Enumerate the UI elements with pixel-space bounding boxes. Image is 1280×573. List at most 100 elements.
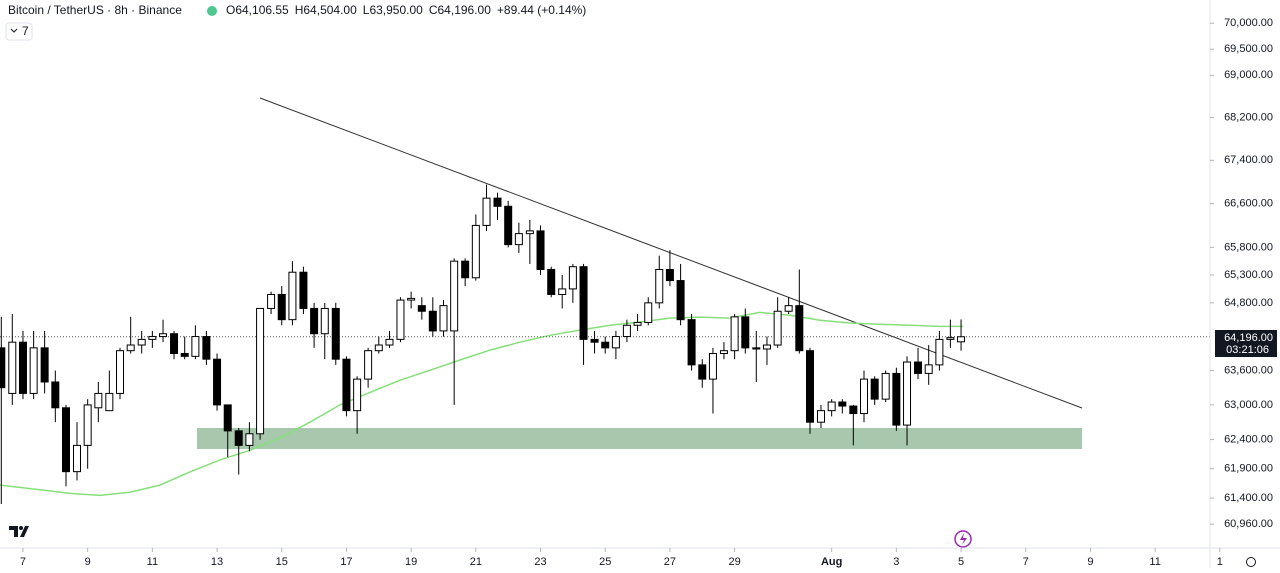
candle-body [590,338,599,343]
y-tick-label: 70,000.00 [1224,17,1273,29]
y-tick-label: 69,000.00 [1224,69,1273,81]
candle-body [353,378,362,412]
candle-body [730,316,739,352]
candle-body [72,444,81,473]
candle-body [644,302,653,323]
symbol-title: Bitcoin / TetherUS · 8h · Binance [8,3,182,17]
candle-body [159,333,168,338]
candle-body [61,407,70,473]
candle-body [892,372,901,426]
candle-body [601,341,610,349]
candle-body [51,381,60,409]
x-tick-label: 29 [728,556,740,568]
candle-body [536,230,545,270]
ohlc-value: +89.44 (+0.14%) [497,3,586,17]
support-zone [197,428,1082,449]
x-tick-label: 3 [893,556,899,568]
candle-body [504,205,513,246]
candle-body [202,336,211,360]
candle-body [288,271,297,321]
candle-body [957,336,966,343]
x-tick-label: 11 [1149,556,1160,568]
x-tick-label: 11 [147,556,158,568]
ohlc-value: O64,106.55 [226,3,289,17]
candle-body [256,307,265,435]
candle-body [439,305,448,332]
candle-body [579,266,588,340]
candle-body [935,338,944,366]
candle-body [795,305,804,352]
candle-body [914,361,923,374]
chevron-icon [10,28,18,33]
x-tick-label: 15 [276,556,288,568]
x-tick-label: 7 [20,556,26,568]
candle-body [170,333,179,355]
y-tick-label: 60,960.00 [1224,518,1273,530]
candle-body [331,307,340,360]
candle-body [784,305,793,312]
tv-logo [9,526,29,537]
candle-body [320,307,329,335]
candle-body [267,293,276,309]
candle-body [461,260,470,279]
candle-body [0,347,6,389]
y-tick-label: 69,500.00 [1224,43,1273,55]
ohlc-value: H64,504.00 [295,3,357,17]
candle-body [741,316,750,349]
candle-body [83,404,92,446]
indicator-toggle[interactable] [5,22,33,41]
ohlc-value: L63,950.00 [363,3,423,17]
candle-body [838,401,847,407]
candle-body [8,341,17,394]
trend-line [259,97,1083,409]
candle-body [708,353,717,380]
plot [0,184,1210,505]
x-tick-label: 21 [470,556,482,568]
candle-body [29,347,38,394]
candle-body [655,268,664,304]
candle-body [881,372,890,400]
candle-body [752,347,761,350]
moving-average [0,311,963,497]
candle-body [385,338,394,346]
candle-body [310,307,319,335]
y-tick-label: 61,900.00 [1224,463,1273,475]
y-tick-label: 66,600.00 [1224,197,1273,209]
candle-body [213,358,222,406]
x-tick-label: 9 [85,556,91,568]
lightning-icon[interactable] [954,530,972,548]
status-dot [207,6,217,16]
candle-body [676,280,685,321]
candle-body [94,392,103,409]
y-tick-label: 63,600.00 [1224,364,1273,376]
last-price: 64,196.00 [1224,332,1273,344]
candle-body [558,288,567,295]
settings-icon[interactable] [1246,557,1256,567]
candle-body [762,344,771,350]
candle-body [180,353,189,357]
candle-body [816,410,825,423]
ohlc-value: C64,196.00 [429,3,491,17]
candle-body [417,305,426,312]
countdown: 03:21:06 [1226,344,1269,356]
candle-body [450,260,459,332]
lightning-bolt [960,533,967,545]
candle-body [547,268,556,295]
x-tick-label: 23 [534,556,546,568]
x-tick-label: 27 [664,556,676,568]
indicator-count: 7 [22,24,29,38]
y-tick-label: 62,400.00 [1224,433,1273,445]
candle-body [396,299,405,340]
candle-body [471,224,480,279]
candle-body [622,324,631,338]
price-badge [1215,330,1277,357]
candle-body [903,361,912,426]
x-tick-label: 9 [1087,556,1093,568]
y-tick-label: 68,200.00 [1224,111,1273,123]
candle-body [665,268,674,282]
x-tick-label: Aug [821,556,842,568]
x-tick-label: 7 [1023,556,1029,568]
candle-body [860,378,869,415]
x-tick-label: 17 [340,556,352,568]
